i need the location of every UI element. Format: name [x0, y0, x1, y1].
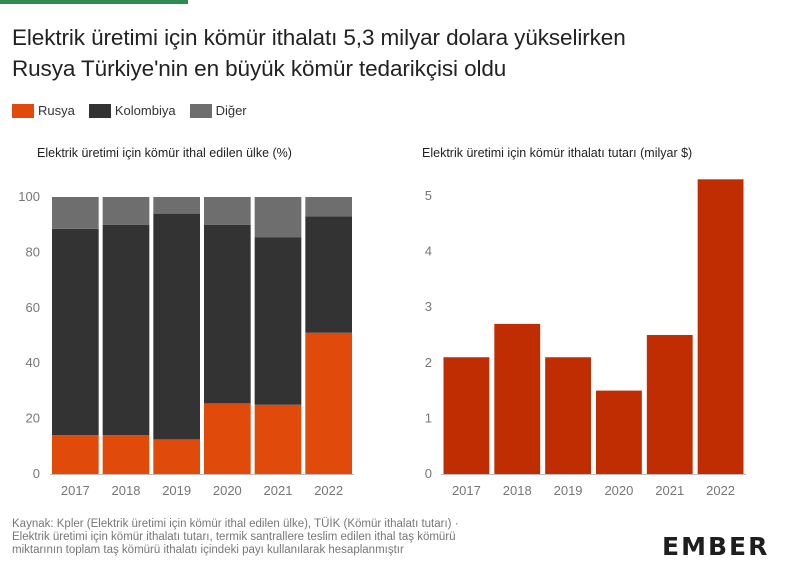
left-y-tick-label: 80 [26, 244, 40, 259]
legend-swatch-kolombiya [88, 103, 111, 118]
legend-label-kolombiya: Kolombiya [114, 103, 176, 118]
charts-area: Elektrik üretimi için kömür ithal edilen… [18, 146, 746, 498]
source-line-1: Kaynak: Kpler (Elektrik üretimi için köm… [12, 518, 459, 530]
left-x-tick-label: 2017 [61, 483, 90, 498]
left-bar-kolombiya-2021 [254, 237, 302, 405]
legend-swatch-diger [189, 103, 212, 118]
left-bar-kolombiya-2017 [52, 228, 99, 436]
right-y-tick-label: 0 [425, 466, 432, 481]
left-bar-diğer-2018 [102, 197, 150, 225]
right-chart-title: Elektrik üretimi için kömür ithalatı tut… [422, 146, 692, 160]
right-bar-2020 [596, 390, 642, 474]
left-y-tick-label: 40 [26, 355, 40, 370]
left-bar-rusya-2020 [204, 403, 251, 474]
left-y-tick-label: 60 [26, 300, 40, 315]
left-bar-diğer-2020 [204, 197, 251, 225]
left-y-tick-label: 0 [33, 466, 40, 481]
right-chart: 0 1 2 3 4 5 2017 2018 2019 2020 2021 2022 [425, 179, 746, 498]
title-line-2: Rusya Türkiye'nin en büyük kömür tedarik… [12, 56, 507, 81]
left-x-tick-label: 2021 [264, 483, 293, 498]
left-x-tick-label: 2022 [314, 483, 343, 498]
right-x-tick-label: 2018 [503, 483, 532, 498]
right-x-tick-label: 2022 [706, 483, 735, 498]
left-x-tick-label: 2020 [213, 483, 242, 498]
right-x-tick-label: 2020 [604, 483, 633, 498]
right-x-tick-label: 2021 [655, 483, 684, 498]
right-x-tick-label: 2017 [452, 483, 481, 498]
right-y-tick-label: 5 [425, 188, 432, 203]
left-bar-diğer-2022 [305, 197, 352, 217]
right-y-tick-label: 2 [425, 355, 432, 370]
right-x-tick-label: 2019 [554, 483, 583, 498]
title-line-1: Elektrik üretimi için kömür ithalatı 5,3… [12, 25, 626, 50]
right-bar-2017 [443, 357, 490, 474]
legend-item-rusya: Rusya [12, 103, 75, 118]
left-bar-diğer-2017 [52, 197, 99, 229]
source-note: Kaynak: Kpler (Elektrik üretimi için köm… [12, 518, 612, 557]
left-bar-diğer-2019 [153, 197, 200, 214]
right-y-tick-label: 1 [425, 410, 432, 425]
left-bar-rusya-2019 [153, 439, 200, 474]
legend: Rusya Kolombiya Diğer [12, 103, 261, 118]
left-bar-kolombiya-2018 [102, 224, 150, 436]
source-line-3: miktarının toplam taş kömürü ithalatı iç… [12, 544, 404, 556]
accent-bar [0, 0, 188, 4]
left-x-tick-label: 2018 [112, 483, 141, 498]
legend-label-rusya: Rusya [38, 103, 75, 118]
legend-item-diger: Diğer [189, 103, 247, 118]
right-bar-2018 [494, 323, 541, 474]
left-bar-kolombiya-2022 [305, 216, 352, 333]
left-y-tick-label: 20 [26, 411, 40, 426]
ember-logo: EMBER [662, 532, 770, 561]
left-bar-rusya-2022 [305, 332, 352, 474]
right-bar-2022 [697, 179, 744, 474]
left-bar-diğer-2021 [254, 197, 302, 238]
legend-item-kolombiya: Kolombiya [88, 103, 176, 118]
left-bar-kolombiya-2019 [153, 213, 200, 440]
left-bar-rusya-2018 [102, 435, 150, 474]
legend-swatch-rusya [12, 103, 34, 118]
left-y-tick-label: 100 [18, 189, 40, 204]
left-chart-title: Elektrik üretimi için kömür ithal edilen… [37, 146, 292, 160]
right-y-tick-label: 3 [425, 299, 432, 314]
right-bar-2021 [646, 335, 693, 474]
left-bar-rusya-2021 [254, 404, 302, 474]
legend-label-diger: Diğer [215, 103, 247, 118]
right-bar-2019 [545, 357, 591, 474]
left-x-tick-label: 2019 [162, 483, 191, 498]
chart-title: Elektrik üretimi için kömür ithalatı 5,3… [12, 22, 782, 84]
right-y-tick-label: 4 [425, 244, 432, 259]
left-chart: 0 20 40 60 80 100 2017 2018 2019 2020 2021 2022 [18, 189, 354, 498]
left-bar-rusya-2017 [52, 435, 99, 474]
left-bar-kolombiya-2020 [204, 224, 251, 404]
source-line-2: Elektrik üretimi için kömür ithalatı tut… [12, 531, 456, 543]
